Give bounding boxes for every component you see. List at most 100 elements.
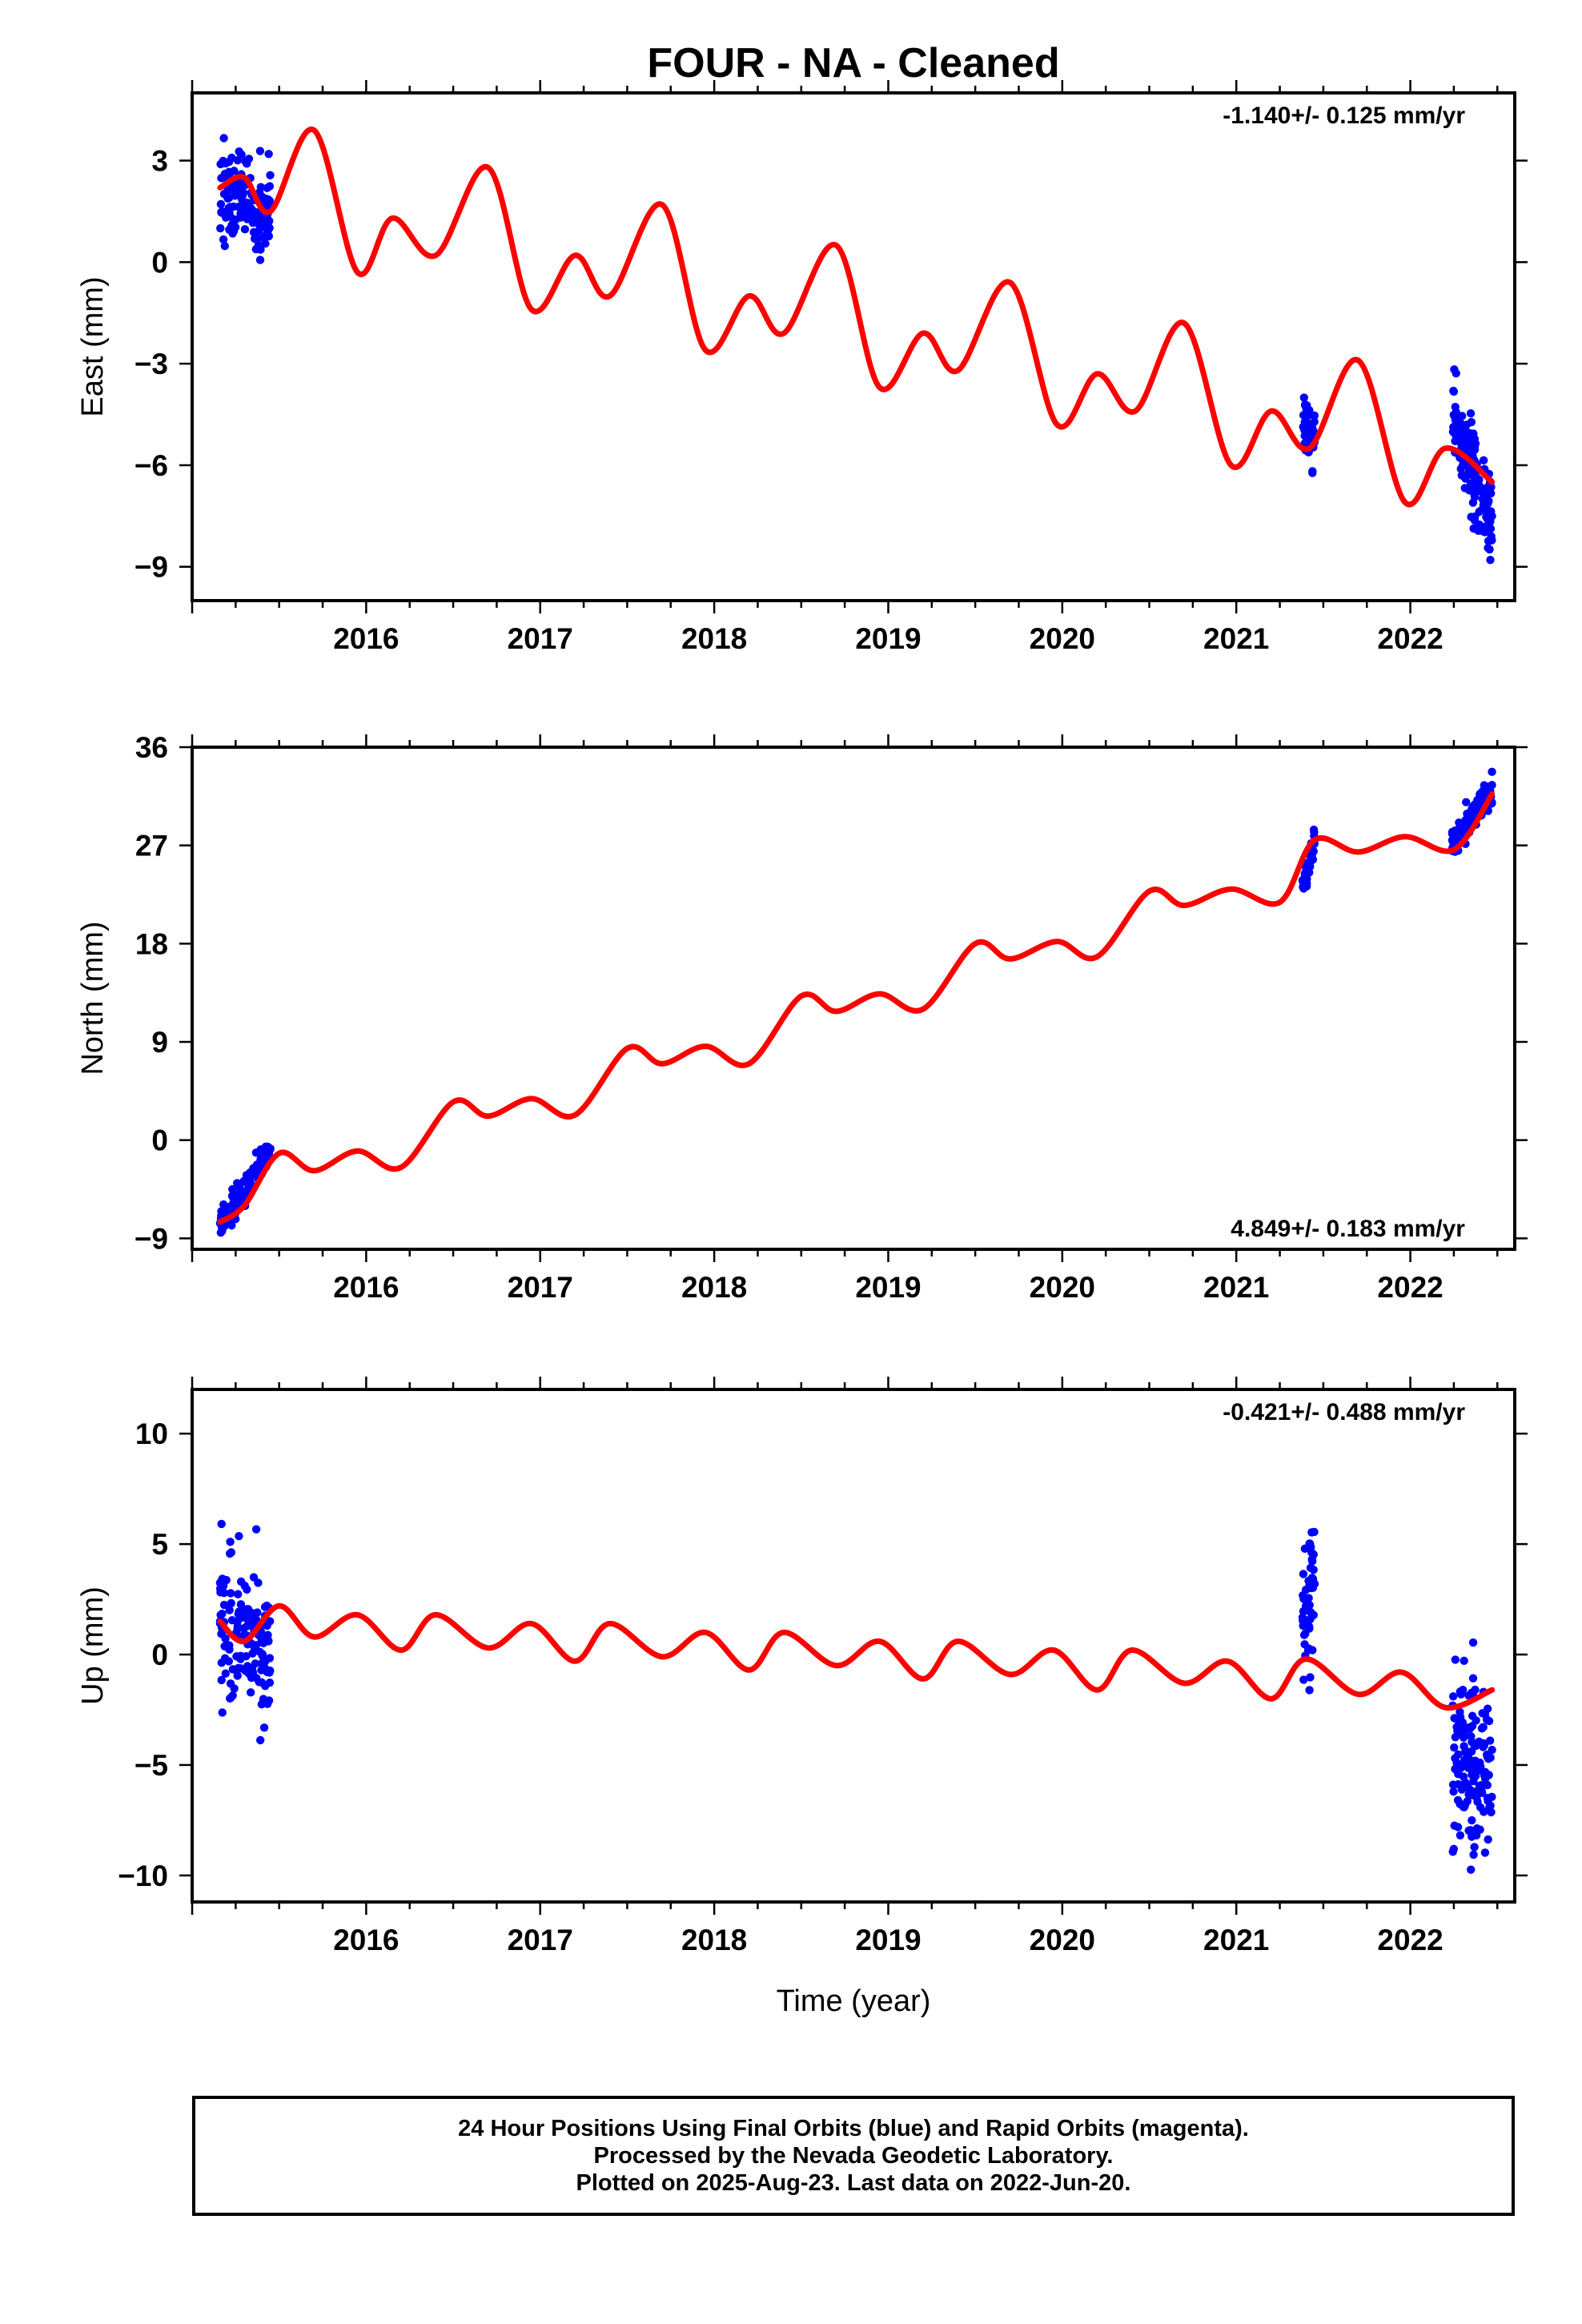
x-tick-label: 2016	[333, 1924, 399, 1956]
data-point	[1457, 440, 1466, 448]
data-point	[1309, 1565, 1318, 1574]
data-point	[219, 235, 228, 244]
data-point	[235, 1531, 243, 1541]
data-point	[1486, 525, 1496, 533]
data-point	[231, 215, 240, 224]
data-point	[1470, 800, 1480, 809]
y-tick-label: 0	[151, 246, 168, 279]
data-point	[1306, 1614, 1315, 1624]
model-curve	[217, 1602, 1496, 1711]
data-point	[241, 1667, 250, 1675]
data-point	[1488, 1792, 1496, 1802]
data-point	[265, 1668, 274, 1677]
data-point	[1453, 1795, 1463, 1805]
data-point	[231, 190, 240, 199]
data-point	[1479, 456, 1488, 465]
data-points	[216, 134, 1496, 565]
data-point	[1456, 1690, 1466, 1699]
data-point	[1467, 1688, 1476, 1698]
data-point	[1457, 471, 1466, 480]
data-point	[1466, 409, 1476, 418]
data-point	[1462, 816, 1471, 825]
data-point	[1299, 883, 1307, 891]
data-point	[223, 194, 232, 203]
data-point	[264, 150, 273, 159]
data-point	[259, 1723, 269, 1732]
data-point	[259, 1634, 267, 1643]
y-tick-label: 10	[135, 1417, 168, 1450]
data-point	[1449, 1692, 1458, 1701]
data-point	[251, 1525, 261, 1534]
data-point	[1479, 527, 1488, 536]
data-point	[220, 242, 229, 251]
data-point	[1469, 1771, 1478, 1780]
data-point	[261, 239, 270, 248]
x-tick-label: 2019	[855, 1271, 921, 1304]
x-tick-label: 2018	[681, 1924, 747, 1956]
x-tick-label: 2016	[333, 622, 399, 655]
panel-north: 2016 2017 2018 2019 2020 2021 2022 36 27 18 9 0 −9 No…	[76, 731, 1528, 1304]
data-point	[1303, 424, 1311, 434]
x-tick-label: 2018	[681, 1271, 747, 1304]
x-tick-label: 2020	[1030, 1271, 1095, 1304]
data-point	[259, 1661, 267, 1670]
y-tick-label: −6	[135, 449, 168, 482]
data-point	[1304, 1542, 1314, 1550]
data-point	[240, 225, 250, 234]
data-point	[1456, 1707, 1464, 1717]
y-tick-label: −5	[135, 1749, 168, 1782]
data-point	[265, 196, 274, 205]
data-point	[1472, 1790, 1480, 1799]
data-point	[228, 1200, 238, 1208]
data-point	[1468, 1674, 1478, 1683]
data-point	[263, 219, 273, 227]
data-point	[228, 1665, 238, 1674]
data-point	[226, 1538, 235, 1546]
data-point	[1456, 1831, 1465, 1839]
data-point	[1460, 1755, 1469, 1764]
data-point	[256, 183, 265, 191]
data-point	[254, 1578, 263, 1587]
data-point	[254, 234, 263, 243]
data-point	[1476, 1803, 1485, 1812]
y-tick-label: 18	[135, 927, 168, 960]
data-point	[1484, 509, 1493, 517]
data-point	[244, 155, 254, 163]
data-point	[1480, 1771, 1489, 1780]
data-point	[217, 174, 226, 183]
data-point	[1480, 1848, 1490, 1857]
data-point	[264, 1696, 274, 1705]
data-point	[1487, 483, 1496, 492]
data-point	[1464, 436, 1472, 445]
data-point	[1457, 412, 1467, 420]
data-point	[237, 150, 246, 159]
data-point	[227, 1192, 237, 1200]
data-point	[263, 229, 271, 238]
data-point	[264, 1143, 273, 1152]
data-point	[1484, 1835, 1492, 1844]
data-point	[241, 1606, 250, 1615]
data-point	[221, 213, 231, 222]
data-point	[255, 147, 265, 155]
data-point	[227, 1598, 235, 1608]
data-point	[1468, 1638, 1478, 1647]
y-tick-label: −3	[135, 348, 168, 380]
data-point	[1452, 831, 1460, 840]
data-point	[1452, 1759, 1461, 1767]
data-point	[1301, 1586, 1311, 1594]
data-point	[252, 1160, 262, 1169]
data-point	[1300, 417, 1309, 427]
data-point	[1309, 825, 1319, 834]
plot-frame	[191, 1388, 1516, 1904]
data-point	[1298, 1613, 1307, 1622]
x-tick-label: 2021	[1203, 1271, 1269, 1304]
x-tick-label: 2019	[855, 1924, 921, 1956]
data-point	[218, 1708, 227, 1717]
data-point	[1472, 1831, 1481, 1839]
data-point	[235, 1607, 243, 1616]
data-point	[1467, 417, 1476, 427]
data-point	[239, 1187, 247, 1196]
x-tick-label: 2021	[1203, 1924, 1269, 1956]
data-point	[1460, 1803, 1468, 1811]
data-point	[1459, 1733, 1468, 1742]
